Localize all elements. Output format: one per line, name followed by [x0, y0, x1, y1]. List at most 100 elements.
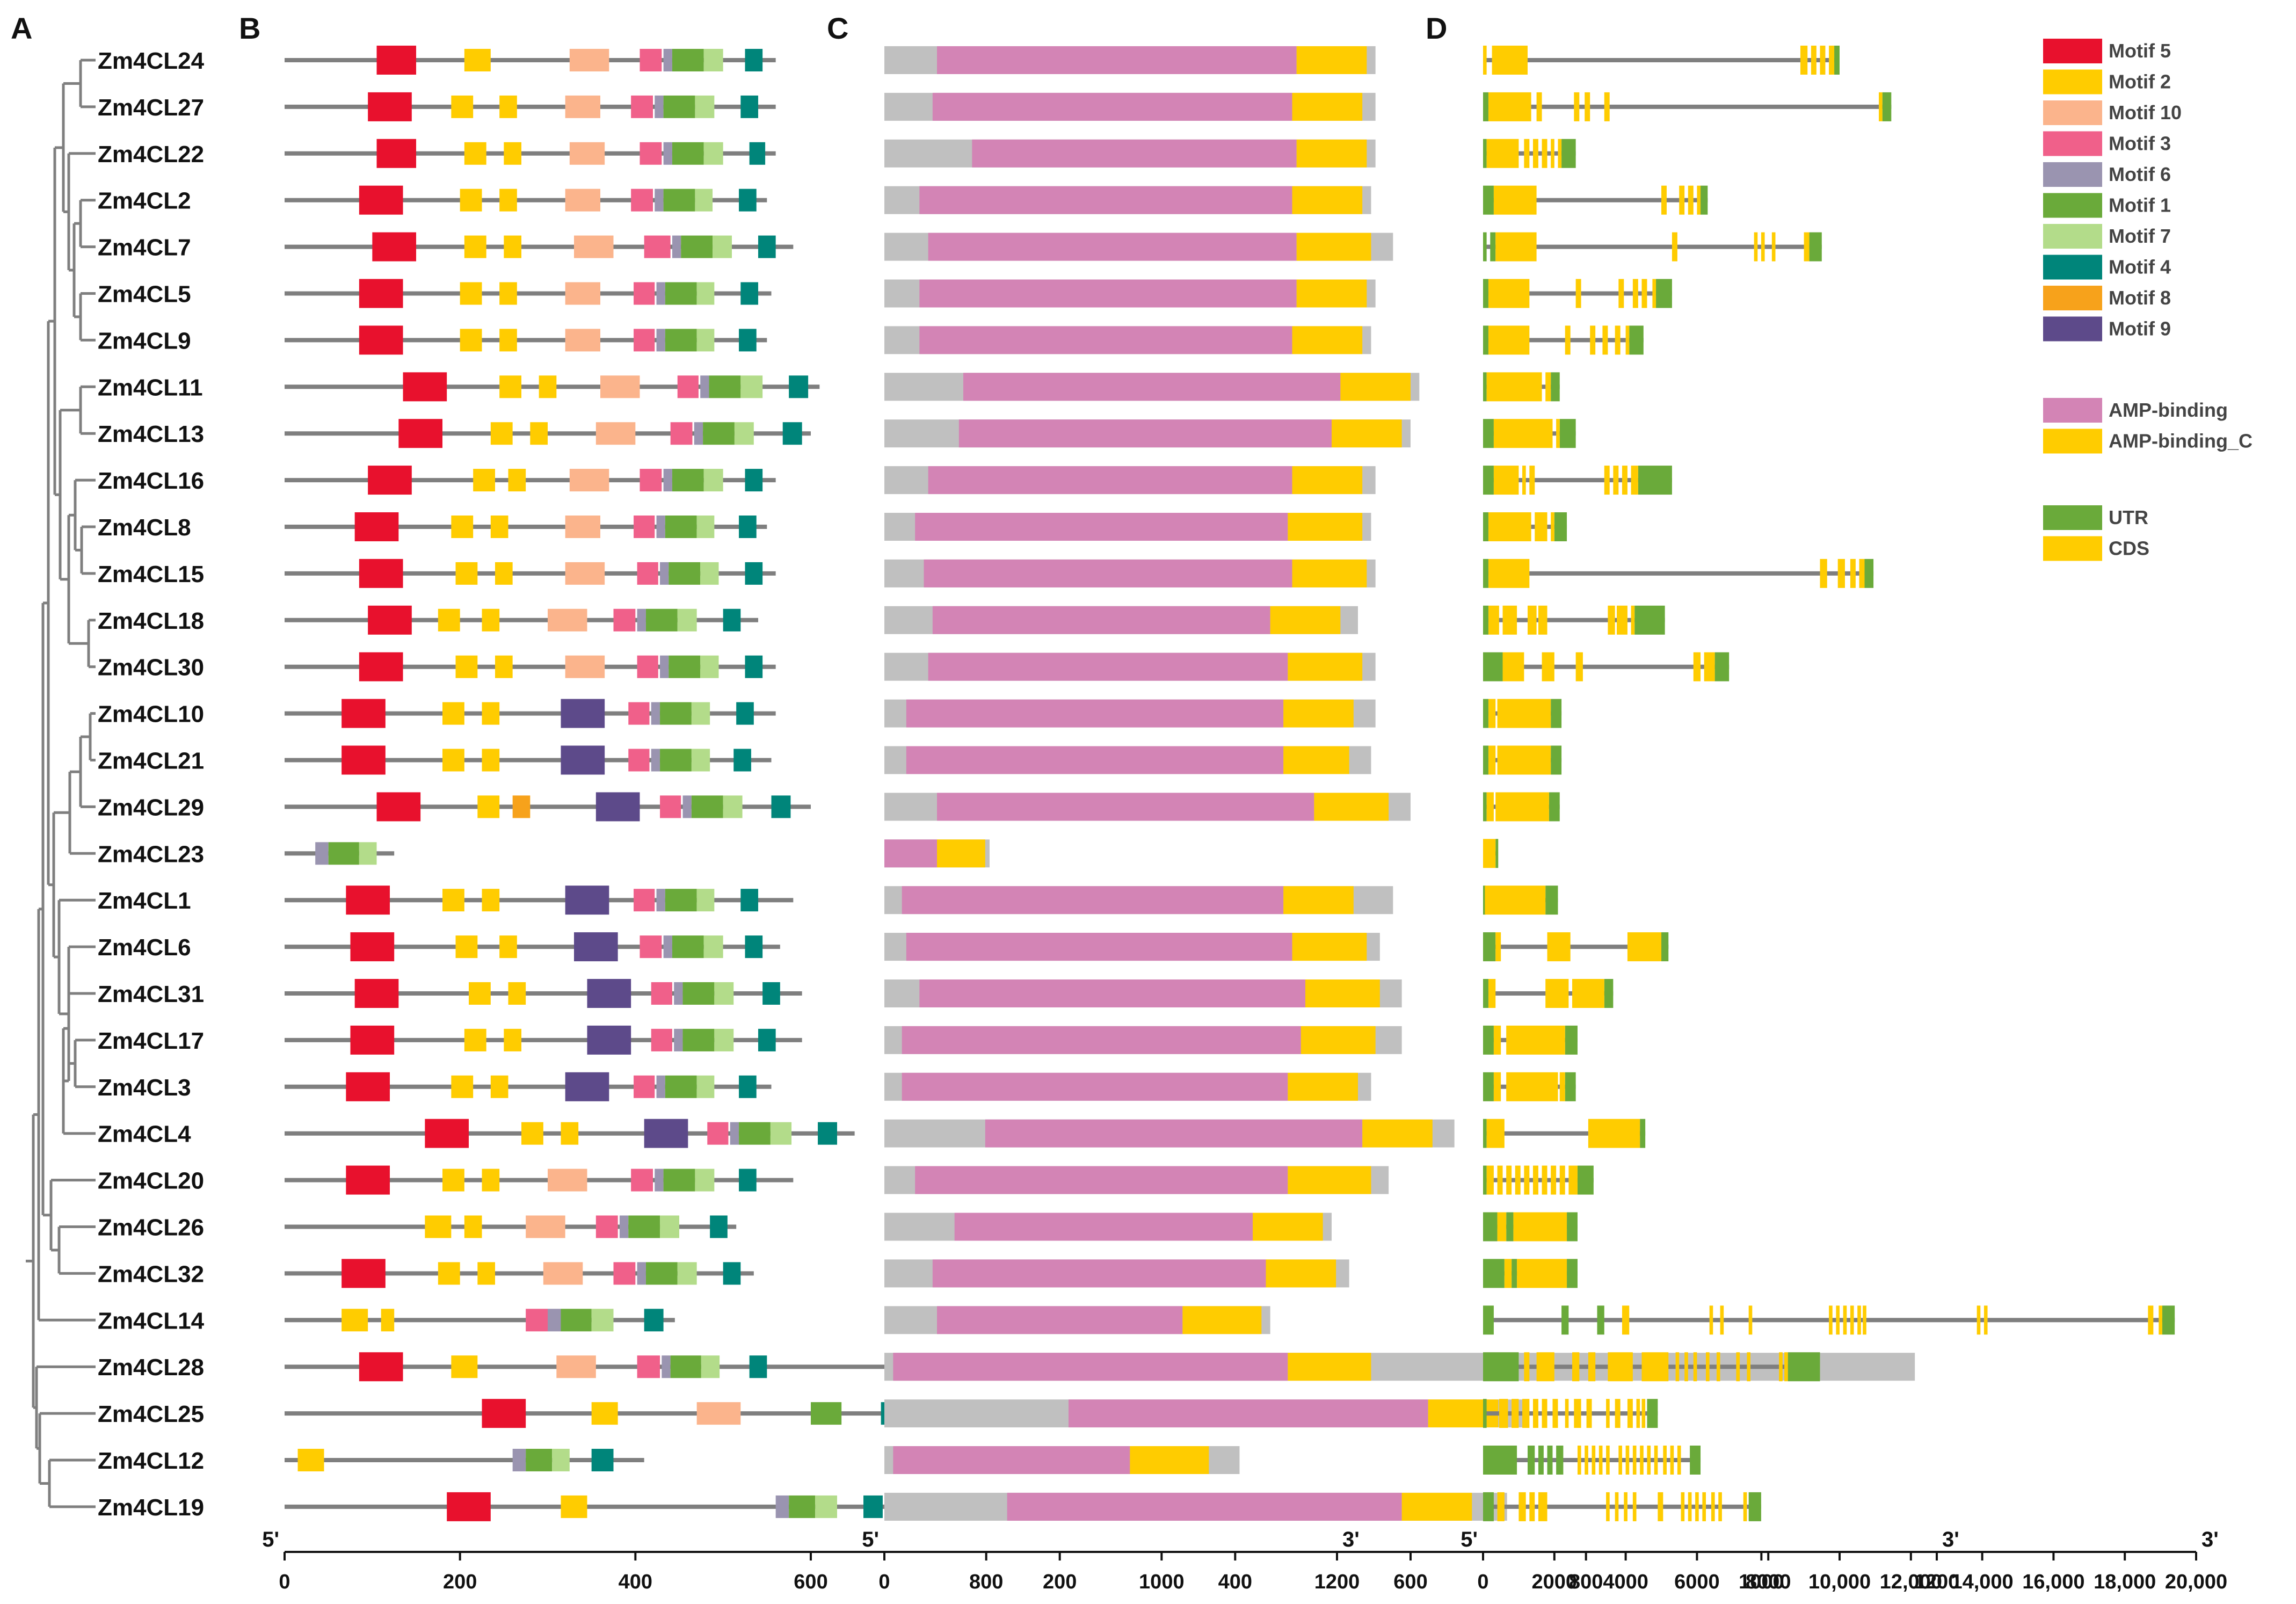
- panel-label-a: A: [11, 11, 32, 45]
- motif-motif-4-zm4cl11: [789, 375, 809, 398]
- cds-exon-zm4cl25: [1627, 1399, 1633, 1428]
- motif-motif-10-zm4cl25: [696, 1402, 741, 1425]
- cds-exon-zm4cl2: [1661, 185, 1667, 215]
- cds-exon-zm4cl19: [1624, 1492, 1627, 1521]
- panel-c-tick-label: 800: [1569, 1571, 1603, 1593]
- utr-block-zm4cl31: [1604, 979, 1614, 1008]
- legend-label-amp-binding-c: AMP-binding_C: [2109, 430, 2253, 452]
- cds-exon-zm4cl28: [1684, 1352, 1688, 1382]
- motif-motif-2-zm4cl18: [482, 608, 500, 632]
- amp-binding-c-domain-zm4cl4: [1362, 1119, 1433, 1148]
- motif-motif-2-zm4cl8: [451, 516, 474, 538]
- motif-motif-3-zm4cl21: [628, 749, 650, 772]
- cds-exon-zm4cl14: [1720, 1305, 1724, 1335]
- amp-binding-c-domain-zm4cl8: [1288, 513, 1363, 541]
- gene-label-zm4cl14: Zm4CL14: [98, 1308, 205, 1334]
- motif-motif-4-zm4cl31: [762, 982, 780, 1005]
- utr-block-zm4cl5: [1483, 279, 1488, 308]
- motif-motif-6-zm4cl28: [662, 1355, 671, 1378]
- motif-motif-5-zm4cl18: [368, 605, 412, 635]
- amp-binding-domain-zm4cl11: [963, 373, 1341, 401]
- amp-binding-domain-zm4cl10: [906, 699, 1284, 728]
- cds-exon-zm4cl16: [1622, 466, 1627, 495]
- motif-motif-1-zm4cl5: [665, 282, 697, 305]
- cds-exon-zm4cl3: [1493, 1072, 1501, 1101]
- motif-motif-6-zm4cl5: [656, 282, 665, 305]
- motif-motif-1-zm4cl23: [328, 842, 359, 865]
- cds-exon-zm4cl28: [1675, 1352, 1680, 1382]
- cds-exon-zm4cl19: [1606, 1492, 1610, 1521]
- panel-d-tick-label: 16,000: [2022, 1571, 2084, 1593]
- motif-motif-4-zm4cl6: [745, 935, 763, 959]
- motif-motif-1-zm4cl17: [682, 1028, 715, 1051]
- gene-label-zm4cl18: Zm4CL18: [98, 608, 204, 634]
- gene-label-zm4cl26: Zm4CL26: [98, 1215, 204, 1241]
- panel-d-tick-label: 14,000: [1951, 1571, 2013, 1593]
- motif-motif-2-zm4cl14: [342, 1309, 368, 1332]
- motif-motif-2-zm4cl26: [464, 1215, 482, 1238]
- gene-label-zm4cl2: Zm4CL2: [98, 188, 191, 214]
- cds-exon-zm4cl4: [1588, 1119, 1640, 1148]
- panel-d-tick-label: 6000: [1674, 1571, 1720, 1593]
- panel-label-c: C: [827, 11, 848, 45]
- motif-motif-10-zm4cl20: [548, 1168, 587, 1192]
- utr-block-zm4cl26: [1483, 1212, 1498, 1242]
- motif-motif-2-zm4cl6: [499, 935, 517, 959]
- motif-motif-4-zm4cl28: [749, 1355, 767, 1378]
- motif-motif-7-zm4cl24: [703, 49, 723, 71]
- amp-binding-c-domain-zm4cl20: [1288, 1166, 1371, 1194]
- gene-label-zm4cl31: Zm4CL31: [98, 981, 204, 1007]
- cds-exon-zm4cl7: [1495, 232, 1537, 262]
- motif-motif-4-zm4cl4: [818, 1122, 837, 1145]
- cds-exon-zm4cl28: [1588, 1352, 1596, 1382]
- cds-exon-zm4cl2: [1697, 185, 1701, 215]
- amp-binding-domain-zm4cl5: [919, 279, 1297, 308]
- motif-motif-4-zm4cl29: [771, 795, 791, 818]
- motif-motif-3-zm4cl26: [595, 1215, 618, 1238]
- cds-exon-zm4cl14: [1748, 1305, 1753, 1335]
- legend-label-motif-10: Motif 10: [2109, 101, 2182, 124]
- motif-motif-1-zm4cl15: [669, 562, 701, 585]
- motif-motif-2-zm4cl21: [442, 749, 464, 772]
- amp-binding-domain-zm4cl29: [937, 793, 1314, 821]
- motif-motif-4-zm4cl16: [745, 469, 763, 492]
- motif-motif-5-zm4cl25: [482, 1399, 526, 1428]
- utr-block-zm4cl7: [1809, 232, 1822, 262]
- utr-block-zm4cl28: [1788, 1352, 1820, 1382]
- motif-motif-2-zm4cl30: [495, 655, 513, 678]
- motif-motif-1-zm4cl24: [672, 49, 704, 71]
- motif-motif-10-zm4cl16: [569, 469, 609, 492]
- cds-exon-zm4cl19: [1518, 1492, 1526, 1521]
- amp-binding-c-domain-zm4cl18: [1270, 606, 1341, 634]
- motif-motif-2-zm4cl20: [442, 1168, 464, 1192]
- motif-motif-4-zm4cl19: [863, 1495, 883, 1518]
- motif-motif-4-zm4cl17: [758, 1028, 776, 1051]
- motif-motif-1-zm4cl21: [660, 749, 692, 772]
- cds-exon-zm4cl12: [1654, 1446, 1658, 1475]
- utr-block-zm4cl14: [2162, 1305, 2175, 1335]
- motif-motif-7-zm4cl13: [734, 422, 754, 445]
- cds-exon-zm4cl28: [1736, 1352, 1740, 1382]
- motif-motif-2-zm4cl27: [451, 95, 474, 118]
- utr-block-zm4cl19: [1483, 1492, 1494, 1521]
- motif-motif-2-zm4cl14: [381, 1309, 395, 1332]
- motif-motif-1-zm4cl25: [811, 1402, 842, 1425]
- cds-exon-zm4cl12: [1585, 1446, 1588, 1475]
- amp-binding-c-domain-zm4cl32: [1266, 1259, 1336, 1288]
- utr-block-zm4cl2: [1701, 185, 1708, 215]
- cds-exon-zm4cl14: [1850, 1305, 1854, 1335]
- cds-exon-zm4cl26: [1497, 1212, 1507, 1242]
- cds-exon-zm4cl12: [1632, 1446, 1637, 1475]
- motif-motif-1-zm4cl32: [645, 1262, 678, 1285]
- panel-c-tick-label: 1000: [1739, 1571, 1784, 1593]
- panel-d-tick-label: 2000: [1532, 1571, 1578, 1593]
- motif-motif-2-zm4cl3: [490, 1075, 508, 1098]
- motif-motif-2-zm4cl2: [460, 188, 482, 212]
- panel-b-tick-label: 0: [279, 1571, 290, 1593]
- motif-motif-1-zm4cl13: [703, 422, 735, 445]
- amp-binding-domain-zm4cl19: [1007, 1492, 1402, 1521]
- motif-motif-10-zm4cl30: [565, 655, 605, 678]
- motif-motif-7-zm4cl19: [815, 1495, 837, 1518]
- cds-exon-zm4cl12: [1599, 1446, 1603, 1475]
- cds-exon-zm4cl28: [1608, 1352, 1633, 1382]
